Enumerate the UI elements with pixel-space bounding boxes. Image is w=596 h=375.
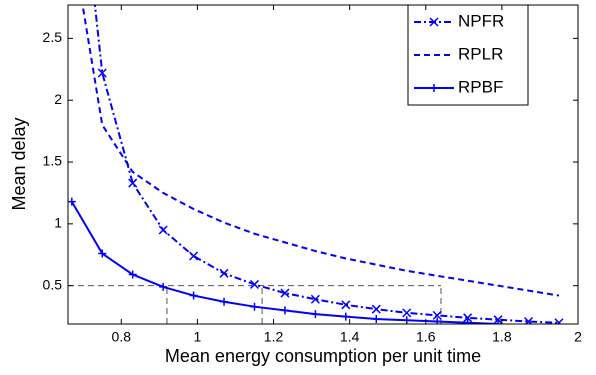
marker <box>159 282 168 291</box>
legend-label: RPLR <box>458 44 503 63</box>
x-tick-label: 0.8 <box>112 329 132 345</box>
marker <box>189 251 199 261</box>
marker <box>341 300 351 310</box>
series-line <box>81 5 560 297</box>
legend: NPFR RPLR RPBF <box>407 4 529 106</box>
axes-box <box>67 4 579 325</box>
y-tick-label: 1 <box>54 215 62 231</box>
marker <box>371 304 381 314</box>
series-line <box>93 5 560 324</box>
plot-area <box>68 5 564 324</box>
marker <box>493 315 503 324</box>
marker <box>220 297 229 306</box>
marker <box>249 279 260 289</box>
x-tick-label: 1 <box>194 329 202 345</box>
marker <box>128 178 138 188</box>
marker <box>402 316 411 324</box>
marker <box>494 320 503 324</box>
x-axis-label: Mean energy consumption per unit time <box>165 346 481 366</box>
y-axis-label: Mean delay <box>9 117 29 210</box>
legend-label: RPBF <box>458 77 503 96</box>
marker <box>97 68 107 78</box>
marker <box>433 317 442 324</box>
y-tick-label: 0.5 <box>43 276 63 292</box>
marker <box>554 318 564 324</box>
marker <box>310 294 320 304</box>
series-line <box>70 201 499 324</box>
marker <box>128 270 137 279</box>
marker <box>158 225 168 235</box>
x-tick-label: 2 <box>574 329 582 345</box>
marker <box>463 313 473 323</box>
y-tick-label: 1.5 <box>43 153 63 169</box>
marker <box>68 197 76 206</box>
marker <box>432 310 442 320</box>
x-tick-label: 1.2 <box>264 329 284 345</box>
x-tick-label: 1.4 <box>340 329 360 345</box>
marker <box>280 288 290 298</box>
marker <box>219 268 229 278</box>
marker <box>372 315 381 324</box>
marker <box>280 306 289 315</box>
marker <box>402 308 412 318</box>
y-tick-label: 2 <box>54 91 62 107</box>
legend-marker <box>430 84 438 92</box>
x-tick-label: 1.8 <box>492 329 512 345</box>
legend-label: NPFR <box>458 11 504 30</box>
legend-marker <box>429 17 439 27</box>
marker <box>189 291 198 300</box>
y-tick-label: 2.5 <box>43 29 63 45</box>
marker <box>523 316 534 324</box>
x-tick-label: 1.6 <box>416 329 436 345</box>
marker <box>463 318 472 324</box>
marker <box>341 312 350 321</box>
marker <box>250 302 259 311</box>
marker <box>311 310 320 319</box>
marker <box>98 249 107 258</box>
